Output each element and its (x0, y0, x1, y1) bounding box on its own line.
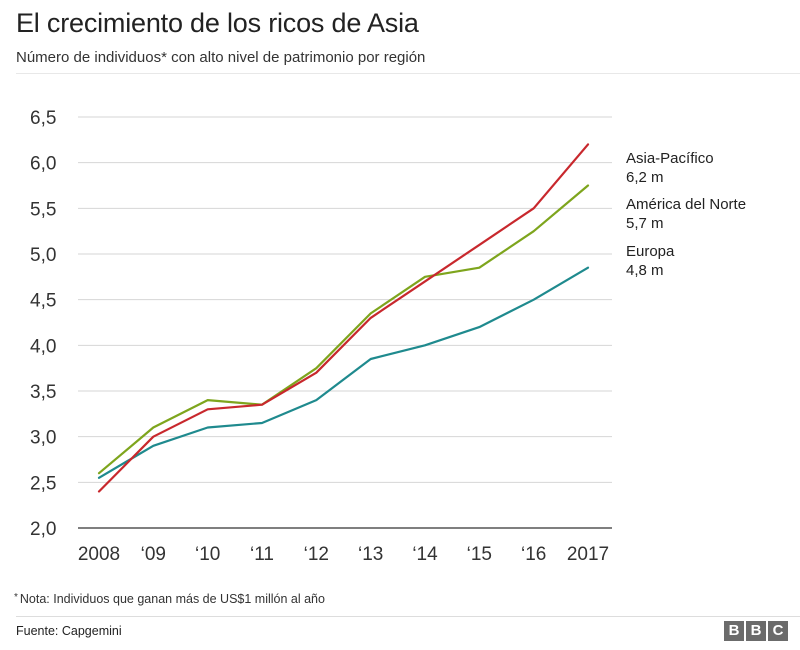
x-tick-label: 2017 (567, 544, 609, 565)
source-text: Fuente: Capgemini (16, 624, 122, 638)
x-tick-label: ‘14 (412, 544, 438, 565)
series-value-label: 6,2 m (626, 169, 664, 186)
header-divider (16, 73, 800, 74)
series-name-label: Europa (626, 243, 675, 260)
series-line (97, 266, 590, 479)
x-tick-label: ‘16 (521, 544, 546, 565)
x-tick-label: ‘12 (304, 544, 329, 565)
x-tick-label: 2008 (78, 544, 120, 565)
bbc-logo-letter: C (768, 621, 788, 641)
footnote-text: Nota: Individuos que ganan más de US$1 m… (19, 592, 325, 606)
series-end-labels: Asia-Pacífico 6,2 m América del Norte 5,7 m… (626, 150, 746, 279)
x-tick-label: ‘09 (141, 544, 166, 565)
y-tick-label: 6,5 (30, 108, 56, 129)
y-tick-label: 5,5 (30, 199, 56, 220)
chart-title: El crecimiento de los ricos de Asia (16, 8, 419, 38)
x-tick-label: ‘13 (358, 544, 383, 565)
series-line (97, 184, 590, 475)
y-tick-label: 3,0 (30, 428, 56, 449)
bbc-logo: B B C (724, 621, 788, 641)
y-axis-tick-labels: 2,0 2,5 3,0 3,5 4,0 4,5 5,0 5,5 6,0 6,5 (30, 108, 56, 540)
y-tick-label: 5,0 (30, 245, 56, 266)
x-tick-label: ‘15 (467, 544, 492, 565)
series-line (97, 143, 590, 493)
y-tick-label: 2,5 (30, 473, 56, 494)
x-axis-tick-labels: 2008 ‘09 ‘10 ‘11 ‘12 ‘13 ‘14 ‘15 ‘16 2017 (78, 544, 609, 565)
x-tick-label: ‘11 (250, 544, 274, 565)
series-lines (97, 143, 590, 493)
footnote: * Nota: Individuos que ganan más de US$1 … (14, 592, 325, 606)
series-value-label: 5,7 m (626, 215, 664, 232)
series-name-label: América del Norte (626, 196, 746, 213)
y-tick-label: 6,0 (30, 154, 56, 175)
y-tick-label: 4,5 (30, 291, 56, 312)
chart-subtitle: Número de individuos* con alto nivel de … (16, 49, 426, 66)
x-tick-label: ‘10 (195, 544, 220, 565)
grid-lines (78, 116, 612, 529)
y-tick-label: 3,5 (30, 382, 56, 403)
series-name-label: Asia-Pacífico (626, 150, 714, 167)
footnote-marker: * (14, 592, 18, 603)
y-tick-label: 4,0 (30, 336, 56, 357)
series-value-label: 4,8 m (626, 262, 664, 279)
y-tick-label: 2,0 (30, 519, 56, 540)
bbc-logo-letter: B (746, 621, 766, 641)
footer-divider (16, 616, 800, 617)
bbc-logo-letter: B (724, 621, 744, 641)
